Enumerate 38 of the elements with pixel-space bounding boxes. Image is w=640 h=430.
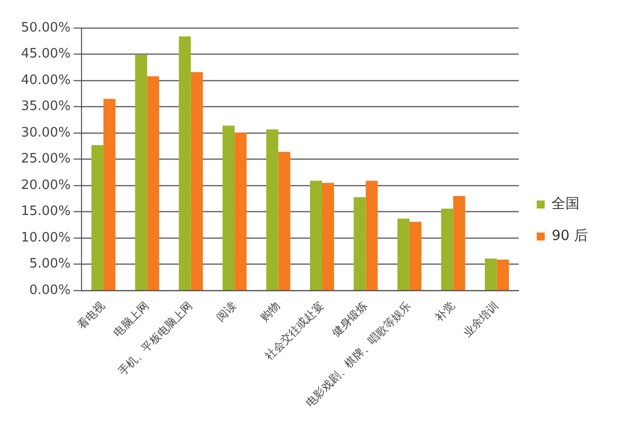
bar: [135, 54, 148, 290]
bar: [409, 222, 422, 290]
bar: [441, 208, 454, 290]
y-tick-label: 30.00%: [20, 125, 71, 140]
bar: [190, 72, 203, 290]
bar: [366, 180, 378, 290]
bar: [278, 152, 290, 290]
y-tick-label: 35.00%: [20, 99, 71, 114]
bar: [103, 98, 116, 290]
x-tick-label: 业余培训: [460, 299, 502, 340]
y-tick-label: 45.00%: [20, 46, 71, 62]
x-tick-label: 购物: [258, 299, 282, 324]
x-tick-label: 阅读: [214, 299, 239, 324]
legend-label: 全国: [552, 196, 580, 212]
bar: [453, 196, 466, 290]
y-tick-label: 15.00%: [20, 204, 71, 220]
y-tick-label: 40.00%: [20, 72, 71, 88]
y-tick-label: 25.00%: [20, 152, 71, 167]
bar: [484, 258, 497, 290]
legend-label: 90 后: [552, 228, 588, 244]
bar: [322, 182, 334, 290]
bar: [266, 129, 278, 290]
bar: [178, 36, 191, 290]
bar: [234, 132, 247, 290]
bar: [222, 126, 235, 290]
bar: [310, 180, 322, 290]
bar: [147, 76, 160, 290]
x-tick-label: 看电视: [75, 299, 108, 332]
x-tick-label: 补觉: [432, 299, 458, 324]
bar: [496, 260, 509, 290]
y-tick-label: 50.00%: [20, 20, 71, 36]
y-tick-label: 20.00%: [20, 178, 71, 193]
bar: [354, 197, 366, 290]
bar: [91, 145, 104, 290]
y-tick-label: 0.00%: [29, 282, 71, 298]
bar: [397, 218, 410, 290]
y-tick-label: 5.00%: [29, 256, 71, 272]
y-tick-label: 10.00%: [20, 230, 71, 246]
